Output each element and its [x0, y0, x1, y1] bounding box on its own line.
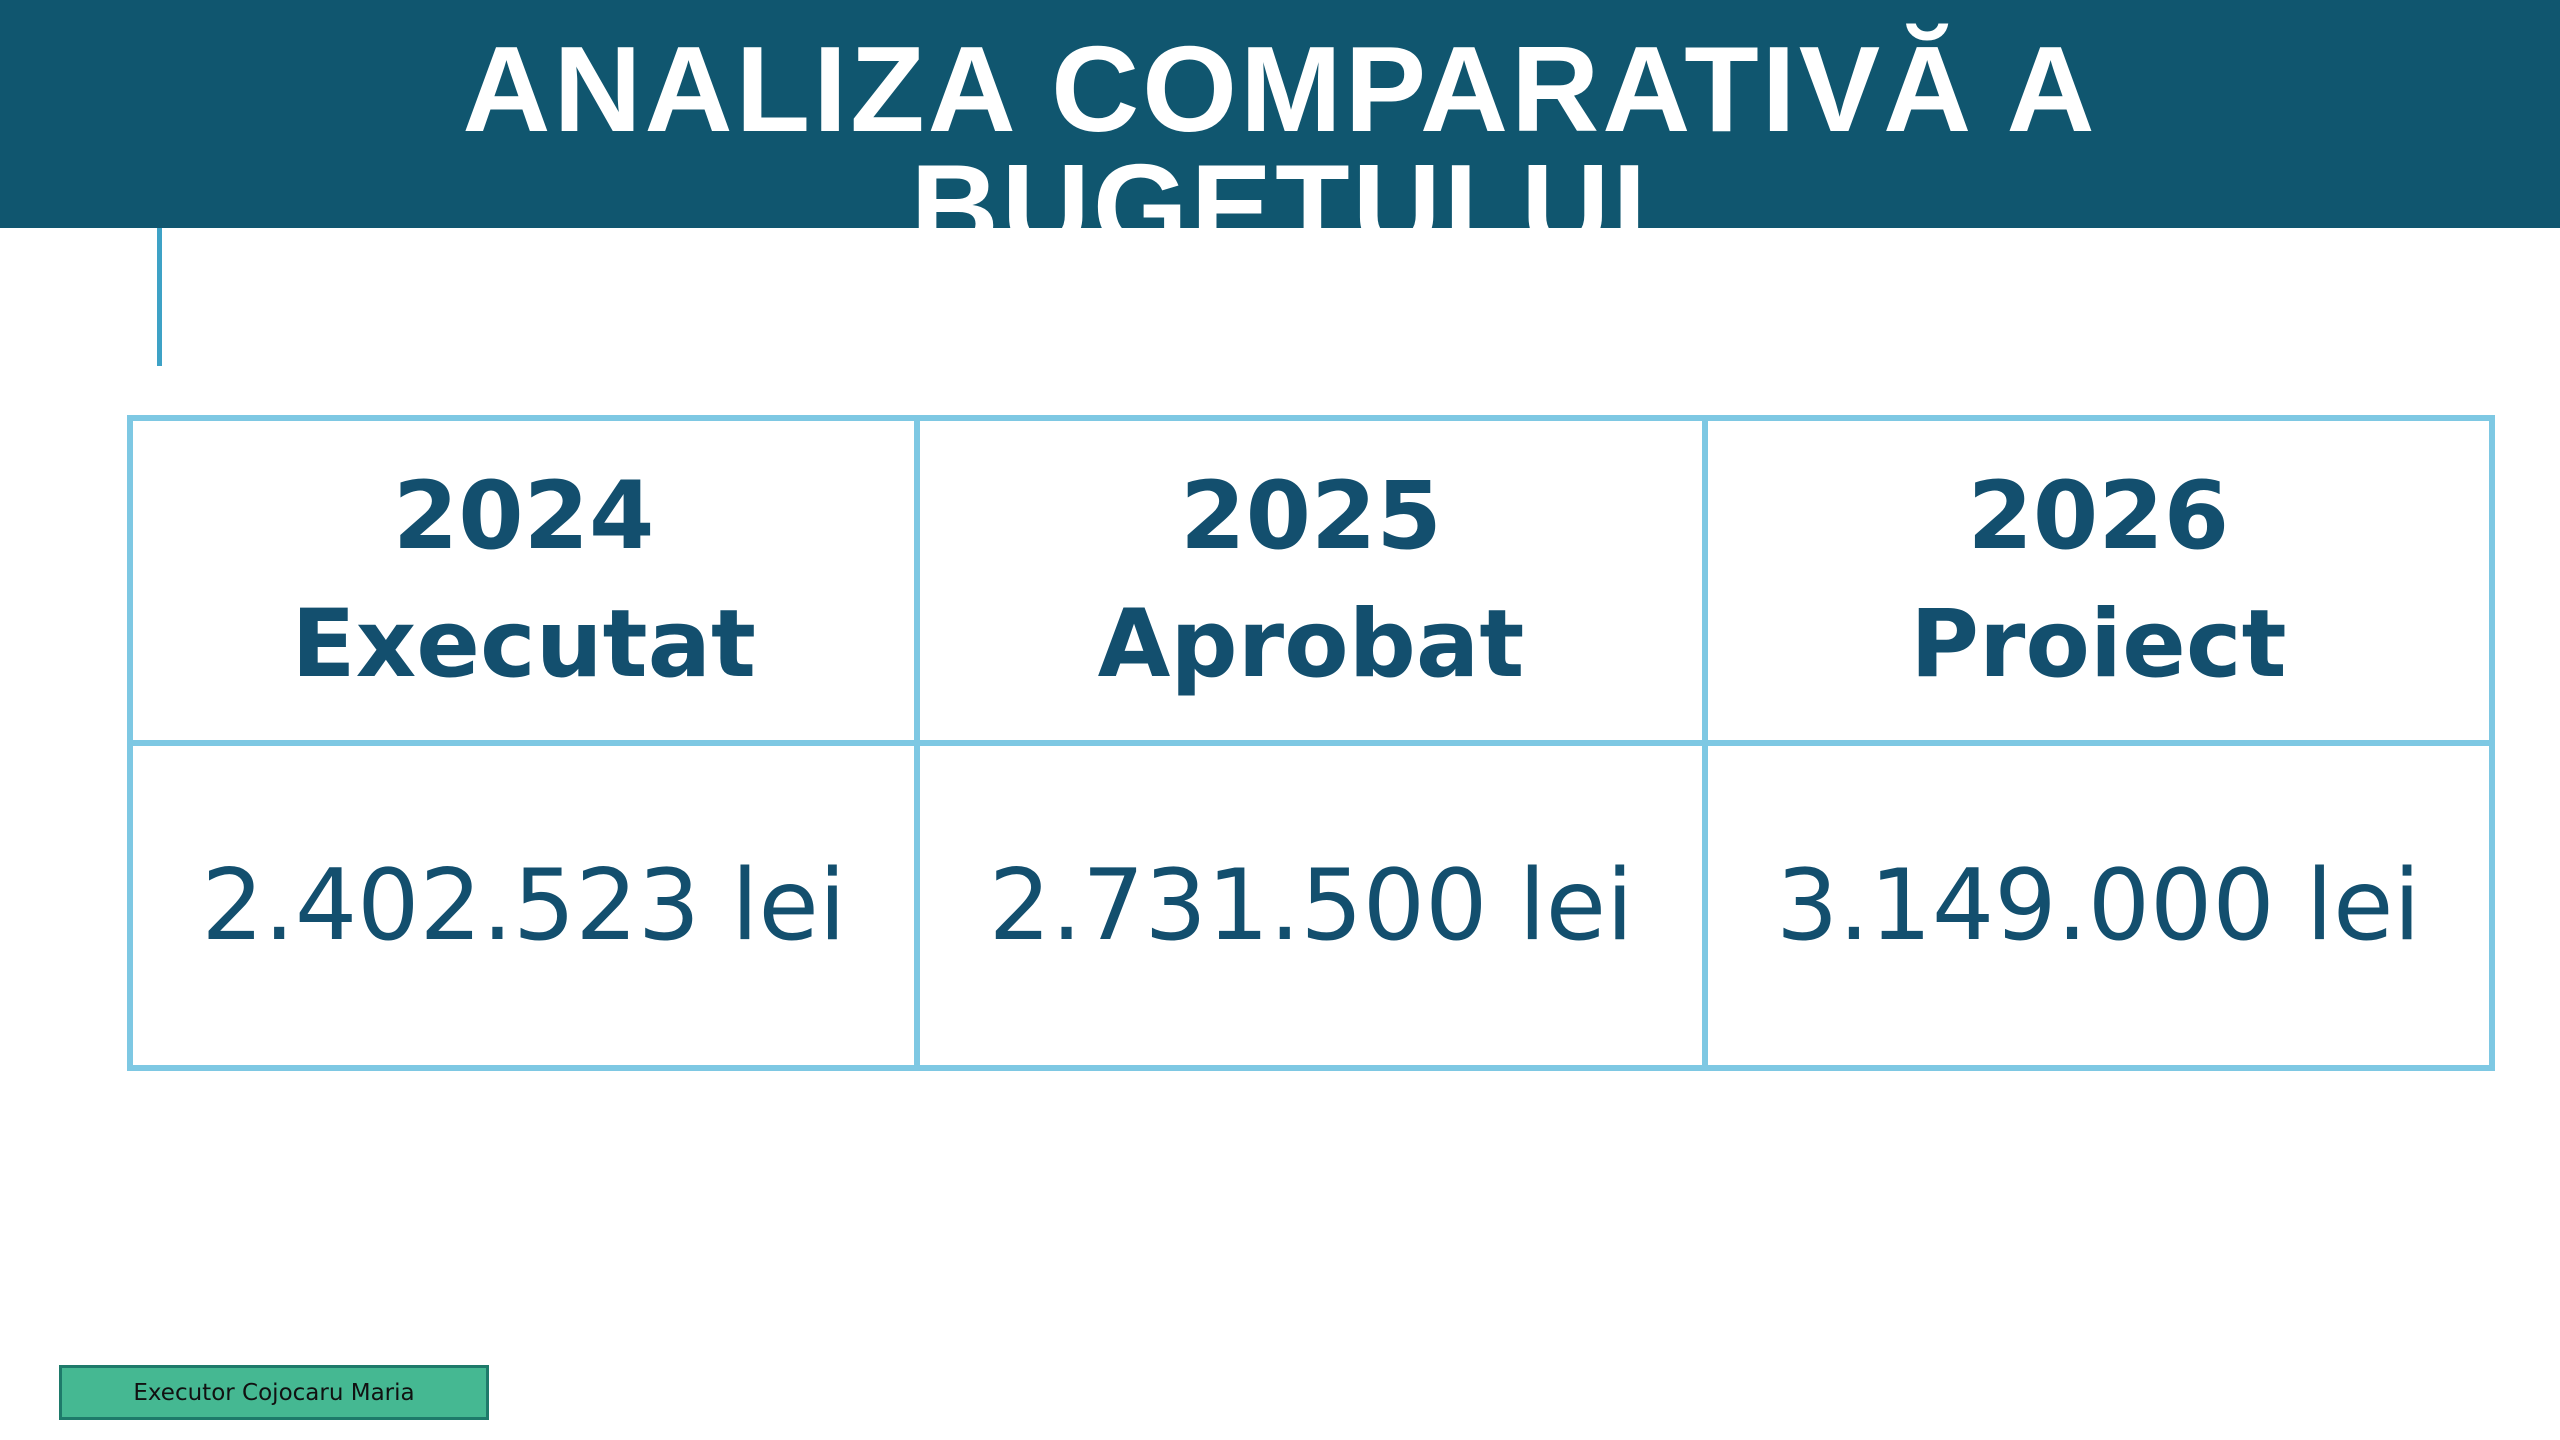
footer-text: Executor Cojocaru Maria [133, 1379, 415, 1406]
year: 2026 [1967, 461, 2230, 571]
value-cell: 2.731.500 lei [914, 740, 1708, 1071]
accent-line [157, 228, 162, 366]
column-label: Proiect [1910, 589, 2287, 699]
header-row: 2024 Executat 2025 Aprobat 2026 Proiect [126, 415, 2496, 746]
value-cell: 2.402.523 lei [126, 740, 921, 1071]
year: 2024 [392, 461, 655, 571]
column-label: Executat [291, 589, 756, 699]
year: 2025 [1180, 461, 1442, 571]
header-cell: 2026 Proiect [1701, 415, 2496, 746]
header-cell: 2025 Aprobat [914, 415, 1708, 746]
header-cell: 2024 Executat [126, 415, 921, 746]
budget-table: 2024 Executat 2025 Aprobat 2026 Proiect 2.402… [126, 415, 2496, 1071]
header-band: ANALIZA COMPARATIVĂ A BUGETULUI [0, 0, 2560, 228]
value-cell: 3.149.000 lei [1701, 740, 2496, 1071]
slide-title: ANALIZA COMPARATIVĂ A BUGETULUI [462, 21, 2098, 228]
column-label: Aprobat [1097, 589, 1525, 699]
footer-box: Executor Cojocaru Maria [59, 1365, 489, 1420]
value-row: 2.402.523 lei 2.731.500 lei 3.149.000 lei [126, 740, 2496, 1071]
